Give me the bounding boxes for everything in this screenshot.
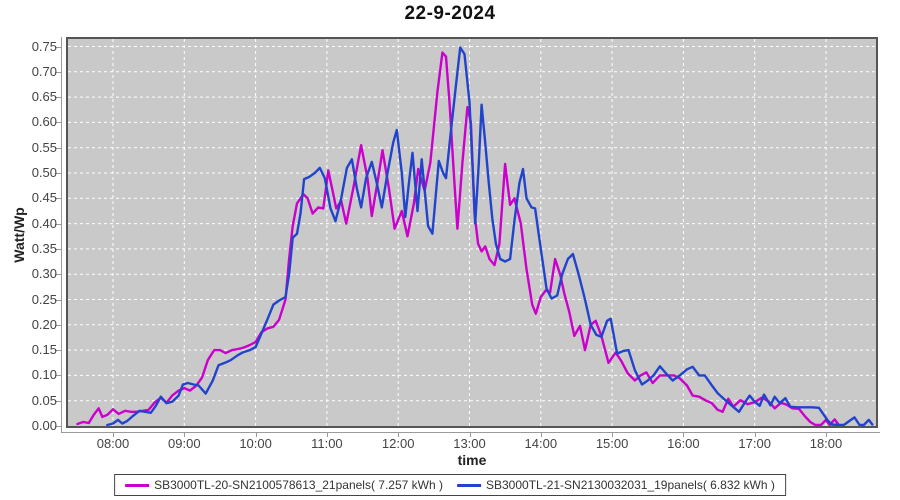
y-tick-label: 0.30 — [31, 266, 57, 282]
y-tick-label: 0.25 — [31, 291, 57, 307]
y-tick — [55, 324, 61, 326]
x-axis-line — [61, 432, 880, 433]
legend-label: SB3000TL-21-SN2130032031_19panels( 6.832… — [486, 478, 775, 492]
y-tick — [55, 198, 61, 200]
y-tick-label: 0.50 — [31, 165, 57, 180]
chart-title: 22-9-2024 — [404, 3, 496, 24]
x-tick — [184, 432, 186, 437]
x-tick — [826, 432, 827, 437]
y-tick — [55, 375, 61, 377]
y-tick-label: 0.75 — [31, 38, 57, 54]
y-tick — [55, 274, 61, 276]
x-tick — [754, 432, 756, 437]
series-line-1 — [76, 51, 844, 427]
y-tick-label: 0.70 — [31, 63, 57, 79]
x-tick — [469, 432, 471, 437]
y-tick — [55, 426, 61, 427]
y-axis-line — [61, 37, 62, 432]
y-tick — [55, 223, 61, 225]
y-tick — [55, 46, 61, 48]
plot-border — [66, 37, 878, 428]
y-tick — [55, 147, 61, 149]
y-tick-label: 0.55 — [31, 139, 57, 155]
x-tick-label: 12:00 — [381, 436, 415, 451]
y-tick-label: 0.15 — [31, 342, 57, 358]
legend-label: SB3000TL-20-SN2100578613_21panels( 7.257… — [154, 478, 443, 492]
y-tick-label: 0.10 — [31, 367, 57, 383]
y-tick-label: 0.05 — [31, 392, 57, 408]
legend-item: SB3000TL-21-SN2130032031_19panels( 6.832… — [457, 478, 775, 492]
x-tick — [113, 432, 114, 437]
x-tick-label: 09:00 — [168, 436, 201, 451]
y-tick-label: 0.00 — [31, 418, 57, 433]
x-tick-label: 14:00 — [524, 436, 558, 451]
y-tick — [55, 173, 61, 174]
x-tick — [326, 432, 328, 437]
x-tick — [255, 432, 257, 437]
chart-canvas — [66, 37, 878, 428]
x-tick-label: 15:00 — [595, 436, 629, 451]
legend-item: SB3000TL-20-SN2100578613_21panels( 7.257… — [125, 478, 443, 492]
y-tick — [55, 400, 61, 402]
x-tick-label: 11:00 — [311, 436, 343, 451]
legend-swatch — [125, 483, 150, 487]
y-tick — [55, 248, 61, 250]
x-tick — [612, 432, 614, 437]
x-tick-label: 18:00 — [809, 436, 843, 451]
x-tick-label: 10:00 — [239, 436, 272, 451]
series-line-2 — [106, 46, 874, 427]
y-tick — [55, 71, 61, 73]
y-tick — [55, 122, 61, 124]
y-tick-label: 0.20 — [31, 316, 57, 332]
chart-legend: SB3000TL-20-SN2100578613_21panels( 7.257… — [114, 474, 786, 496]
legend-swatch — [457, 483, 481, 487]
y-tick — [55, 350, 61, 352]
x-tick-label: 17:00 — [738, 436, 771, 451]
x-tick-label: 16:00 — [667, 436, 700, 451]
x-axis-title: time — [457, 452, 487, 468]
x-tick — [398, 432, 400, 437]
y-tick-label: 0.65 — [31, 89, 57, 105]
y-tick-label: 0.40 — [31, 215, 57, 231]
y-tick-label: 0.35 — [31, 240, 57, 256]
y-tick-label: 0.45 — [31, 190, 57, 206]
y-tick-label: 0.60 — [31, 114, 57, 130]
x-tick-label: 08:00 — [96, 436, 130, 451]
y-tick — [55, 299, 61, 301]
y-tick — [55, 97, 61, 99]
x-tick — [683, 432, 685, 437]
x-tick-label: 13:00 — [453, 436, 486, 451]
x-tick — [540, 432, 542, 437]
plot-area — [66, 37, 878, 428]
